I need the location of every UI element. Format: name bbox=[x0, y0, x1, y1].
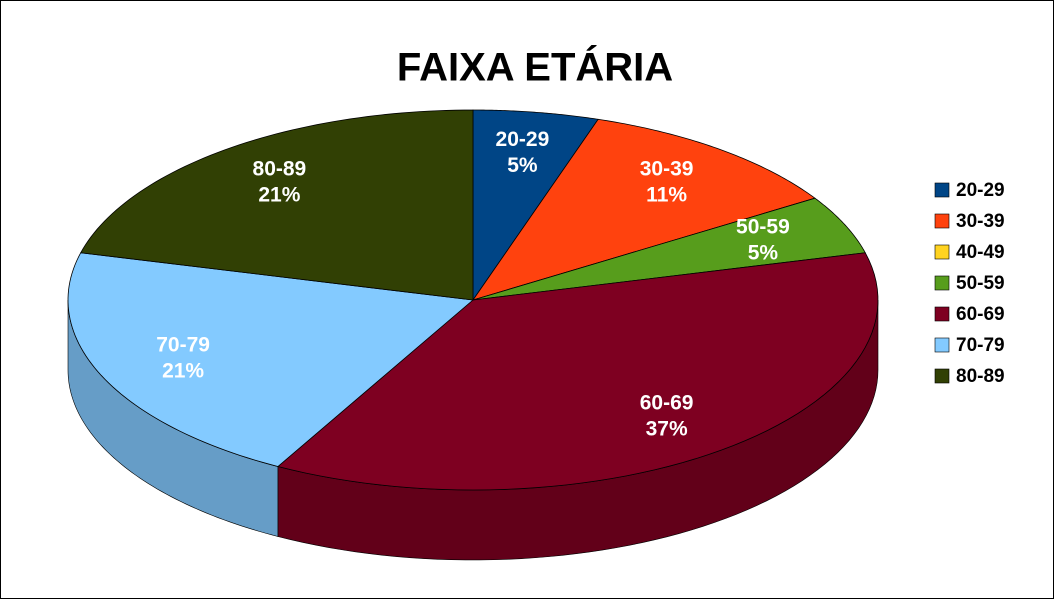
pie-slice bbox=[472, 197, 866, 301]
legend-swatch bbox=[934, 244, 950, 260]
data-label-value: 5% bbox=[748, 242, 779, 265]
pie-slice bbox=[277, 252, 879, 491]
data-label-value: 37% bbox=[646, 418, 688, 441]
legend-label: 70-79 bbox=[956, 335, 1005, 356]
legend-swatch bbox=[934, 337, 950, 353]
legend-label: 50-59 bbox=[956, 273, 1005, 294]
legend-label: 40-49 bbox=[956, 242, 1005, 263]
data-label-value: 11% bbox=[646, 183, 687, 206]
data-label-category: 60-69 bbox=[640, 392, 694, 415]
legend-swatch bbox=[934, 275, 950, 291]
legend-label: 30-39 bbox=[956, 211, 1005, 232]
pie-slice bbox=[472, 109, 599, 302]
data-label-value: 5% bbox=[507, 154, 538, 177]
pie-slice bbox=[67, 252, 474, 467]
pie-side-shade bbox=[277, 300, 878, 560]
pie-slice bbox=[472, 118, 816, 301]
data-label-category: 80-89 bbox=[253, 157, 307, 180]
chart-title: FAIXA ETÁRIA bbox=[397, 45, 673, 90]
legend-swatch bbox=[934, 213, 950, 229]
legend-swatch bbox=[934, 306, 950, 322]
pie-side-shade bbox=[68, 300, 278, 537]
data-label-category: 30-39 bbox=[640, 157, 694, 180]
data-label-value: 21% bbox=[258, 183, 300, 206]
data-label-category: 50-59 bbox=[736, 216, 790, 239]
pie-slice bbox=[80, 109, 474, 301]
legend-label: 20-29 bbox=[956, 180, 1005, 201]
legend-label: 60-69 bbox=[956, 304, 1005, 325]
legend-swatch bbox=[934, 182, 950, 198]
data-label-value: 21% bbox=[162, 359, 204, 382]
data-label-category: 70-79 bbox=[156, 333, 210, 356]
legend-swatch bbox=[934, 368, 950, 384]
data-label-category: 20-29 bbox=[496, 128, 550, 151]
legend-label: 80-89 bbox=[956, 366, 1005, 387]
